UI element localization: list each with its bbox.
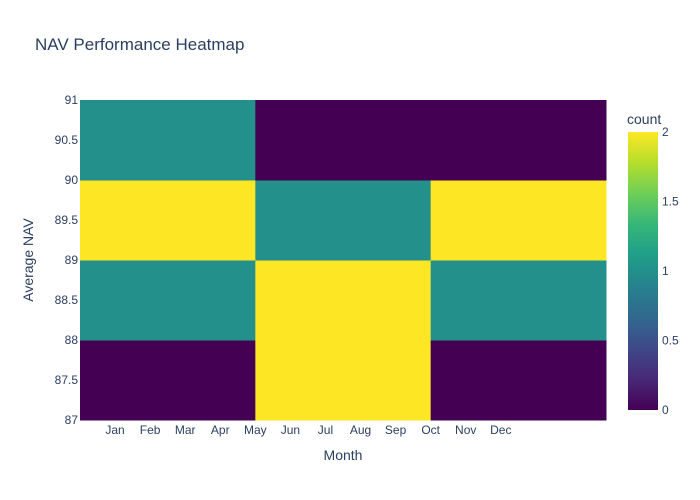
y-tick-label: 91	[65, 93, 79, 107]
x-tick-label: Aug	[350, 423, 371, 437]
heatmap-cell	[80, 340, 256, 421]
x-tick-label: Dec	[490, 423, 511, 437]
colorbar: count 0 0.5 1 1.5 2	[627, 111, 679, 417]
y-tick-label: 89	[65, 253, 79, 267]
x-axis-ticks: Jan Feb Mar Apr May Jun Jul Aug Sep Oct Nov Dec	[105, 423, 511, 437]
y-tick-label: 90.5	[55, 133, 79, 147]
y-tick-label: 89.5	[55, 213, 79, 227]
heatmap-cell	[80, 260, 256, 341]
heatmap-cell	[430, 180, 607, 261]
colorbar-tick-label: 2	[662, 125, 669, 139]
y-tick-label: 90	[65, 173, 79, 187]
y-tick-label: 88	[65, 333, 79, 347]
colorbar-tick-label: 1	[662, 264, 669, 278]
colorbar-title: count	[627, 111, 661, 127]
chart-title: NAV Performance Heatmap	[35, 35, 244, 54]
y-tick-label: 87.5	[55, 373, 79, 387]
heatmap-cell	[255, 340, 432, 421]
colorbar-gradient	[628, 132, 658, 410]
colorbar-tick-label: 0	[662, 403, 669, 417]
heatmap-cell	[80, 100, 256, 181]
x-tick-label: Apr	[211, 423, 230, 437]
y-axis-ticks: 87 87.5 88 88.5 89 89.5 90 90.5 91	[55, 93, 79, 427]
x-tick-label: Mar	[175, 423, 196, 437]
x-tick-label: Feb	[140, 423, 161, 437]
y-tick-label: 88.5	[55, 293, 79, 307]
x-tick-label: Sep	[385, 423, 407, 437]
heatmap-cell	[430, 100, 607, 181]
heatmap-cell	[255, 100, 432, 181]
heatmap-cell	[80, 180, 256, 261]
x-tick-label: May	[244, 423, 267, 437]
heatmap-cell	[430, 340, 607, 421]
x-tick-label: Jan	[105, 423, 124, 437]
colorbar-tick-label: 0.5	[662, 334, 679, 348]
heatmap-cells	[80, 100, 607, 421]
y-tick-label: 87	[65, 413, 79, 427]
y-axis-title: Average NAV	[20, 218, 36, 302]
heatmap-cell	[430, 260, 607, 341]
x-tick-label: Jun	[281, 423, 300, 437]
heatmap-cell	[255, 180, 432, 261]
x-tick-label: Jul	[318, 423, 333, 437]
x-tick-label: Nov	[455, 423, 476, 437]
colorbar-tick-label: 1.5	[662, 195, 679, 209]
heatmap-cell	[255, 260, 432, 341]
colorbar-ticks: 0 0.5 1 1.5 2	[662, 125, 679, 417]
x-axis-title: Month	[324, 447, 363, 463]
x-tick-label: Oct	[421, 423, 440, 437]
